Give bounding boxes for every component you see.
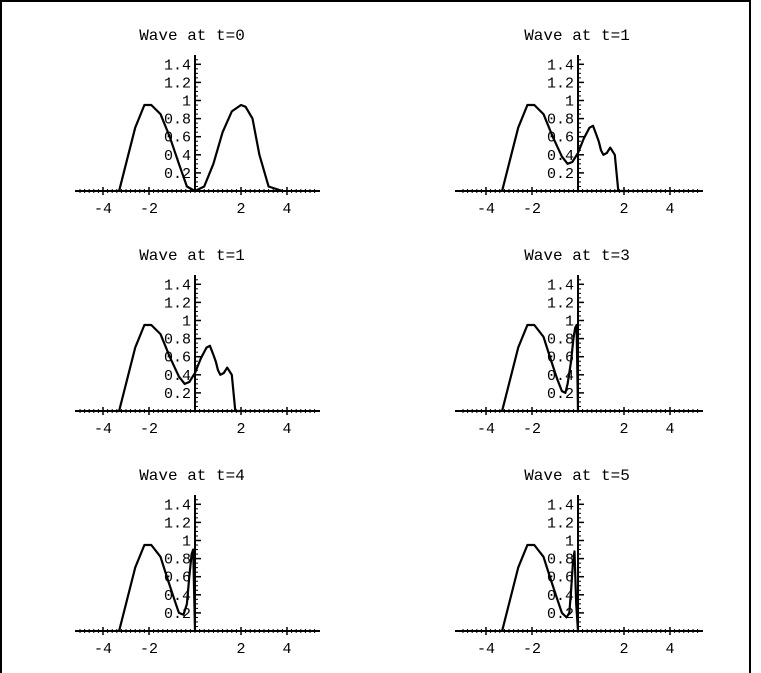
x-tick-label: 4	[282, 201, 291, 218]
y-tick-label: 0.8	[547, 332, 574, 349]
y-tick-label: 1.4	[164, 497, 191, 514]
panel-title: Wave at t=0	[139, 27, 245, 45]
x-tick-label: -2	[140, 201, 158, 218]
y-tick-label: 0.8	[164, 332, 191, 349]
x-tick-label: 2	[236, 641, 245, 658]
wave-curve	[118, 543, 197, 632]
wave-curve	[501, 323, 580, 412]
y-tick-label: 0.6	[164, 570, 191, 587]
wave-panel-0: Wave at t=0-4 -2 2 40.20.40.60.811.21.4	[75, 27, 320, 218]
y-tick-label: 0.4	[164, 368, 191, 385]
wave-curve	[501, 543, 580, 632]
y-tick-label: 1	[565, 534, 574, 551]
y-tick-label: 0.8	[547, 552, 574, 569]
wave-panel-1: Wave at t=1 -4 -2 2 4 0.20.40.60.81 1.21.4	[455, 27, 703, 218]
y-tick-label: 0.8	[547, 112, 574, 129]
y-tick-label: 0.6	[547, 130, 574, 147]
x-tick-label: 2	[619, 201, 628, 218]
wave-panel-4: Wave at t=4-4 -2 2 40.20.40.60.811.21.4	[75, 467, 320, 658]
x-tick-label: 4	[665, 201, 674, 218]
y-tick-label: 0.2	[164, 166, 191, 183]
x-tick-label: -4	[477, 641, 495, 658]
y-tick-label: 1	[565, 94, 574, 111]
y-tick-label: 0.2	[547, 386, 574, 403]
y-tick-label: 1.2	[547, 515, 574, 532]
y-tick-label: 0.2	[547, 606, 574, 623]
y-tick-label: 1.2	[164, 515, 191, 532]
x-tick-label: 4	[665, 421, 674, 438]
y-tick-label: 0.6	[164, 350, 191, 367]
panel-title: Wave at t=3	[524, 247, 630, 265]
y-tick-label: 1	[565, 314, 574, 331]
x-tick-label: -2	[523, 421, 541, 438]
x-tick-label: -4	[477, 421, 495, 438]
x-tick-label: 2	[236, 201, 245, 218]
wave-panel-3: Wave at t=3-4 -2 2 40.20.40.60.811.21.4	[455, 247, 703, 438]
panel-title: Wave at t=1	[524, 27, 630, 45]
x-tick-label: -2	[523, 641, 541, 658]
y-tick-label: 1.2	[547, 295, 574, 312]
y-tick-label: 0.6	[547, 570, 574, 587]
y-tick-label: 1.2	[164, 75, 191, 92]
y-tick-label: 0.2	[164, 386, 191, 403]
y-tick-label: 1.4	[547, 497, 574, 514]
wave-curve	[118, 103, 283, 193]
y-tick-label: 0.8	[164, 552, 191, 569]
x-tick-label: 2	[236, 421, 245, 438]
y-tick-label: 0.2	[547, 166, 574, 183]
y-tick-label: 0.4	[547, 148, 574, 165]
panel-title: Wave at t=1	[139, 247, 245, 265]
x-tick-label: -4	[94, 641, 112, 658]
x-tick-label: -2	[523, 201, 541, 218]
wave-curve	[501, 103, 629, 193]
x-tick-label: 2	[619, 641, 628, 658]
y-tick-label: 1	[182, 534, 191, 551]
x-tick-label: -4	[94, 421, 112, 438]
panel-title: Wave at t=4	[139, 467, 245, 485]
y-tick-label: 1	[182, 94, 191, 111]
wave-curve	[118, 323, 246, 413]
y-tick-label: 1	[182, 314, 191, 331]
x-tick-label: 4	[282, 641, 291, 658]
x-tick-label: -2	[140, 641, 158, 658]
x-tick-label: -4	[94, 201, 112, 218]
x-tick-label: -2	[140, 421, 158, 438]
wave-panel-2: Wave at t=1 -4 -2 2 4 0.20.40.60.81 1.21.4	[75, 247, 320, 438]
y-tick-label: 0.6	[547, 350, 574, 367]
x-tick-label: 4	[665, 641, 674, 658]
panel-title: Wave at t=5	[524, 467, 630, 485]
x-tick-label: 2	[619, 421, 628, 438]
y-tick-label: 1.4	[164, 57, 191, 74]
x-tick-label: -4	[477, 201, 495, 218]
wave-panel-5: Wave at t=5-4 -2 2 40.20.40.60.811.21.4	[455, 467, 703, 658]
y-tick-label: 0.8	[164, 112, 191, 129]
y-tick-label: 1.4	[164, 277, 191, 294]
y-tick-label: 1.2	[164, 295, 191, 312]
y-tick-label: 1.4	[547, 57, 574, 74]
y-tick-label: 1.2	[547, 75, 574, 92]
y-tick-label: 1.4	[547, 277, 574, 294]
x-tick-label: 4	[282, 421, 291, 438]
